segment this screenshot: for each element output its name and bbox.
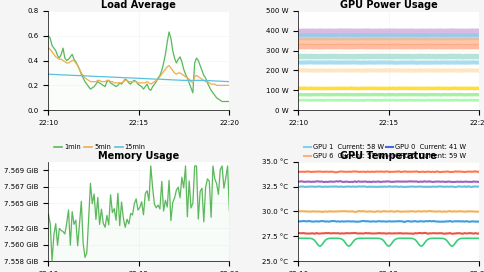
5min bbox=[227, 84, 232, 87]
Line: 1min: 1min bbox=[48, 32, 229, 101]
1min bbox=[80, 76, 86, 79]
1min bbox=[139, 85, 145, 88]
15min bbox=[217, 79, 223, 83]
15min bbox=[212, 79, 218, 83]
Title: Load Average: Load Average bbox=[102, 0, 176, 10]
1min bbox=[166, 30, 172, 34]
1min bbox=[214, 96, 220, 99]
Title: Memory Usage: Memory Usage bbox=[98, 151, 180, 161]
15min bbox=[88, 75, 93, 78]
Title: GPU Power Usage: GPU Power Usage bbox=[340, 0, 438, 10]
Title: GPU Temperature: GPU Temperature bbox=[340, 151, 437, 161]
5min bbox=[214, 84, 220, 87]
15min bbox=[80, 74, 86, 78]
5min bbox=[139, 81, 145, 85]
5min bbox=[212, 82, 218, 86]
15min bbox=[227, 80, 232, 83]
5min bbox=[219, 84, 225, 87]
1min bbox=[219, 100, 225, 103]
5min bbox=[80, 74, 86, 77]
5min bbox=[153, 79, 159, 82]
Line: 5min: 5min bbox=[48, 48, 229, 85]
5min bbox=[45, 47, 51, 50]
Legend: 1min, 5min, 15min: 1min, 5min, 15min bbox=[52, 141, 149, 153]
1min bbox=[88, 88, 93, 91]
15min bbox=[153, 78, 159, 81]
1min bbox=[227, 100, 232, 103]
Line: 15min: 15min bbox=[48, 74, 229, 82]
1min bbox=[153, 80, 159, 83]
5min bbox=[88, 80, 93, 83]
1min bbox=[221, 100, 227, 103]
15min bbox=[45, 73, 51, 76]
15min bbox=[139, 77, 145, 80]
1min bbox=[45, 34, 51, 37]
Legend: GPU 1  Current: 58 W, GPU 6  Current: 57 W, GPU 7  Current: 41 W, GPU 0  Current: GPU 1 Current: 58 W, GPU 6 Current: 57 W… bbox=[302, 141, 469, 171]
